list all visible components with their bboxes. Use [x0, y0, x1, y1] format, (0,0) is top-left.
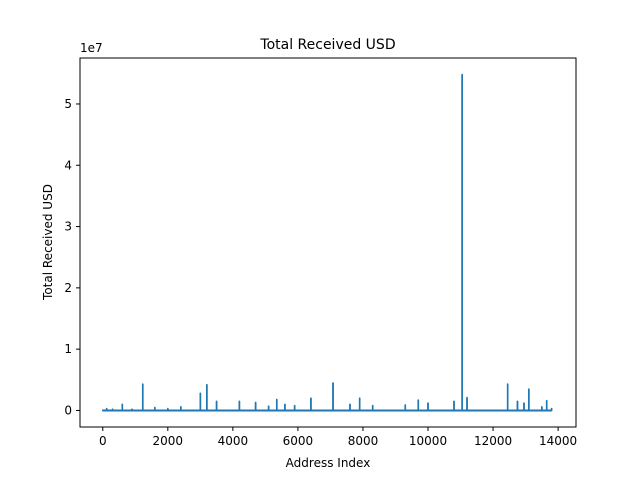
- x-tick-label: 0: [99, 434, 107, 448]
- x-tick-label: 14000: [539, 434, 577, 448]
- x-tick-label: 8000: [348, 434, 379, 448]
- x-tick-label: 12000: [474, 434, 512, 448]
- x-axis-title: Address Index: [286, 456, 371, 470]
- x-tick-label: 4000: [218, 434, 249, 448]
- plot-area: [101, 73, 553, 412]
- y-tick-label: 3: [64, 220, 72, 234]
- x-axis: 0 2000 4000 6000 8000 10000 12000 14000: [99, 427, 577, 448]
- axes-frame: [79, 57, 577, 428]
- y-tick-label: 0: [64, 403, 72, 417]
- y-tick-label: 1: [64, 342, 72, 356]
- x-tick-label: 10000: [409, 434, 447, 448]
- y-axis-title: Total Received USD: [41, 184, 55, 301]
- y-offset-label: 1e7: [80, 41, 103, 55]
- y-axis: 0 1 2 3 4 5: [64, 97, 80, 417]
- y-tick-label: 4: [64, 158, 72, 172]
- x-tick-label: 6000: [283, 434, 314, 448]
- x-tick-label: 2000: [153, 434, 184, 448]
- y-tick-label: 2: [64, 281, 72, 295]
- chart-title: Total Received USD: [259, 37, 395, 53]
- y-tick-label: 5: [64, 97, 72, 111]
